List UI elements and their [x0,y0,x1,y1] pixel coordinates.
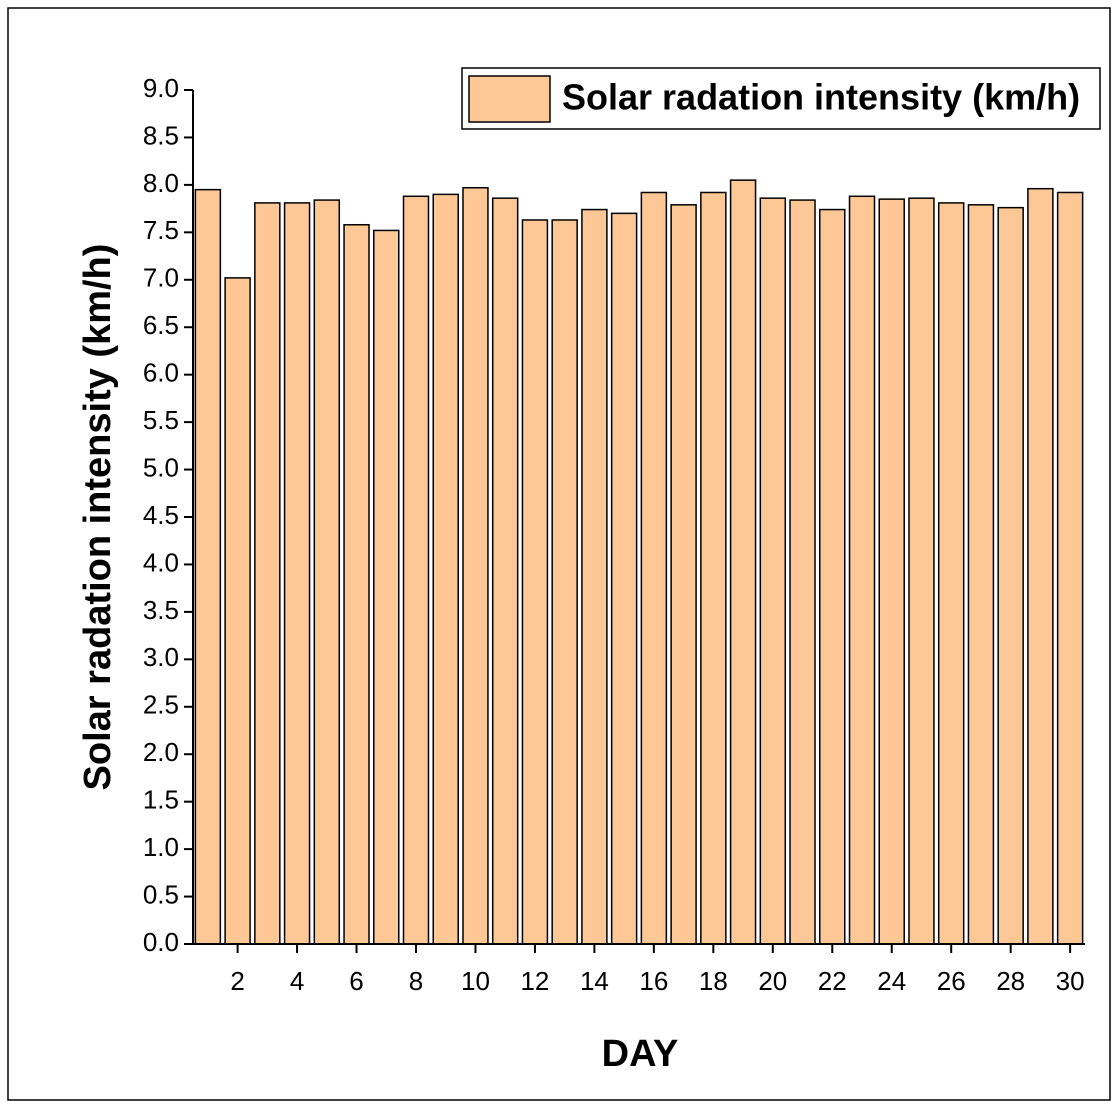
bar [729,179,757,945]
bar [224,277,251,945]
y-tick-label: 0.0 [143,927,179,957]
y-tick-label: 9.0 [143,73,179,103]
x-tick-label: 26 [937,966,966,996]
x-tick-label: 20 [758,966,787,996]
y-tick-label: 4.5 [143,500,179,530]
x-tick-label: 22 [818,966,847,996]
x-tick-label: 16 [639,966,668,996]
x-tick-label: 30 [1056,966,1085,996]
y-tick-label: 6.0 [143,358,179,388]
x-tick-label: 10 [461,966,490,996]
bar [373,229,400,945]
bar [194,188,222,945]
y-tick-label: 1.0 [143,832,179,862]
legend-swatch [468,75,551,123]
x-tick-label: 2 [230,966,244,996]
y-tick-label: 5.0 [143,452,179,482]
bar [759,197,787,945]
bar [937,202,965,945]
y-tick-label: 1.5 [143,785,179,815]
bar [343,223,370,945]
y-tick-label: 5.5 [143,405,179,435]
y-tick-label: 7.0 [143,263,179,293]
frame [7,7,1111,1101]
x-tick-label: 6 [349,966,363,996]
bar [848,195,876,945]
y-tick-label: 3.0 [143,642,179,672]
bar [462,186,489,945]
bar [432,193,459,945]
x-tick-label: 28 [996,966,1025,996]
x-tick-label: 24 [877,966,906,996]
bar [967,204,995,945]
x-tick-label: 18 [699,966,728,996]
bar [908,197,935,945]
y-tick-label: 8.0 [143,168,179,198]
x-tick-label: 12 [520,966,549,996]
y-tick-label: 0.5 [143,879,179,909]
y-axis-title: Solar radation intensity (km/h) [77,244,119,791]
bar [640,191,668,945]
x-axis-title: DAY [602,1033,679,1075]
x-tick-label: 14 [580,966,609,996]
y-tick-label: 2.5 [143,690,179,720]
bar [1056,191,1084,945]
bar [521,219,549,945]
legend-box [461,67,1101,130]
y-tick-label: 4.0 [143,547,179,577]
y-tick-label: 7.5 [143,215,179,245]
y-tick-label: 3.5 [143,595,179,625]
bar [819,208,846,945]
y-tick-label: 8.5 [143,120,179,150]
bar [402,195,430,945]
bar [283,202,311,945]
x-tick-label: 8 [409,966,423,996]
bar [581,208,608,945]
legend-label: Solar radation intensity (km/h) [562,77,1080,118]
x-tick-label: 4 [290,966,304,996]
bar [700,191,727,945]
bar [491,197,519,945]
bar [878,198,905,945]
bar [313,199,341,945]
bar [610,212,638,945]
bar [1027,187,1054,945]
bar [997,206,1024,945]
y-tick-label: 2.0 [143,737,179,767]
y-tick-label: 6.5 [143,310,179,340]
bar [670,204,697,945]
bar [551,219,578,945]
bar [254,202,281,945]
bar [789,199,816,945]
